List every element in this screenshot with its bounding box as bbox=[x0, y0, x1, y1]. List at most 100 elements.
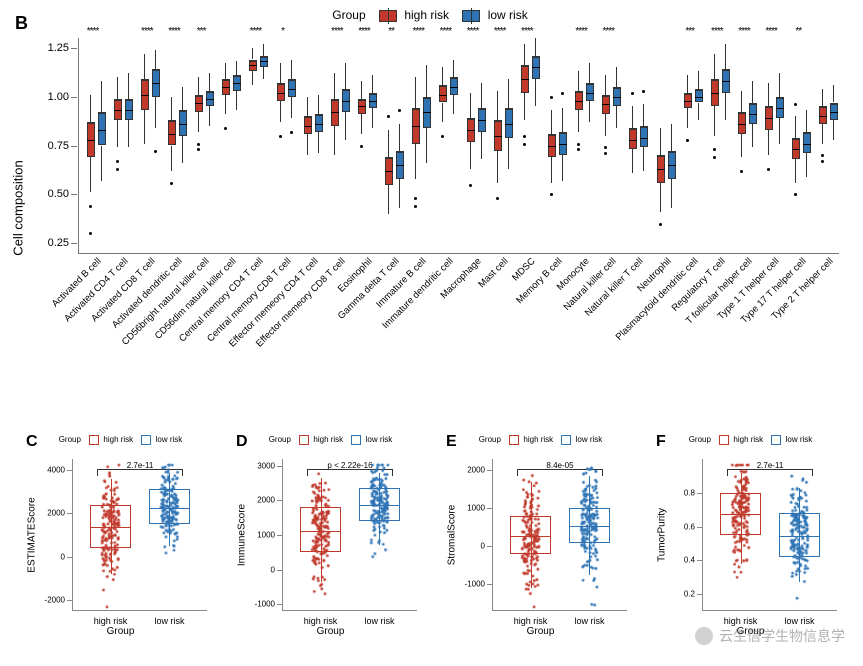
cell-group: ****Activated dendritic cell bbox=[160, 38, 187, 253]
mini-category: high risk bbox=[304, 616, 338, 626]
cell-group: Neutrophil bbox=[649, 38, 676, 253]
significance-label: **** bbox=[358, 26, 370, 37]
mini-category: low risk bbox=[574, 616, 604, 626]
cell-group: ****Effector memeory CD8 T cell bbox=[323, 38, 350, 253]
panel-b-plot: 0.250.500.751.001.25****Activated B cell… bbox=[78, 38, 839, 254]
legend-swatch-high-b bbox=[379, 10, 397, 22]
mini-legend: Group high risk low risk bbox=[238, 435, 423, 445]
mini-ytick: 2000 bbox=[467, 466, 485, 475]
cell-group: ****Type 1 T helper cell bbox=[758, 38, 785, 253]
significance-label: **** bbox=[250, 26, 262, 37]
mini-xlabel: Group bbox=[238, 626, 423, 637]
mini-xlabel: Group bbox=[448, 626, 633, 637]
cell-group: ****MDSC bbox=[513, 38, 540, 253]
cell-group: Natural killer T cell bbox=[622, 38, 649, 253]
mini-ylabel: ESTIMATEScore bbox=[27, 497, 38, 572]
mini-plot: -1000010002000high risklow risk8.4e-05 bbox=[492, 459, 627, 611]
mini-ytick: 1000 bbox=[257, 531, 275, 540]
cell-group: ****Immature dendritic cell bbox=[432, 38, 459, 253]
mini-ytick: 0 bbox=[61, 552, 65, 561]
mini-legend: Group high risk low risk bbox=[28, 435, 213, 445]
cell-group: ****Regulatory T cell bbox=[703, 38, 730, 253]
panel-b-ytick: 0.50 bbox=[48, 188, 69, 200]
significance-label: ** bbox=[795, 26, 801, 37]
significance-label: **** bbox=[168, 26, 180, 37]
cell-group: CD56dim natural killer cell bbox=[215, 38, 242, 253]
panel-b-ytick: 0.25 bbox=[48, 237, 69, 249]
cell-group: ***Plasmacytoid dendritic cell bbox=[676, 38, 703, 253]
mini-ytick: 0.6 bbox=[684, 522, 695, 531]
significance-label: **** bbox=[521, 26, 533, 37]
mini-category: high risk bbox=[94, 616, 128, 626]
mini-ytick: -1000 bbox=[465, 580, 485, 589]
mini-ytick: -2000 bbox=[45, 596, 65, 605]
significance-label: **** bbox=[412, 26, 424, 37]
significance-label: * bbox=[281, 26, 284, 37]
panel-b-legend: Group high risk low risk bbox=[20, 8, 840, 22]
boxplot-box bbox=[450, 77, 458, 95]
cell-group: ****Natural killer cell bbox=[595, 38, 622, 253]
panel-b-ylabel: Cell composition bbox=[11, 160, 26, 255]
cell-group: Activated CD4 T cell bbox=[106, 38, 133, 253]
panel-c: CGroup high risk low riskESTIMATEScore-2… bbox=[28, 435, 213, 635]
cell-group: Effector memeory CD4 T cell bbox=[296, 38, 323, 253]
cell-group: ****Central memory CD4 T cell bbox=[242, 38, 269, 253]
panel-b-ytick: 0.75 bbox=[48, 140, 69, 152]
significance-label: *** bbox=[685, 26, 694, 37]
boxplot-box bbox=[288, 79, 296, 97]
panel-b-ytick: 1.25 bbox=[48, 42, 69, 54]
mini-ylabel: ImmuneScore bbox=[237, 504, 248, 566]
cell-group: ****Mast cell bbox=[486, 38, 513, 253]
panel-d: DGroup high risk low riskImmuneScore-100… bbox=[238, 435, 423, 635]
significance-label: **** bbox=[575, 26, 587, 37]
significance-label: **** bbox=[440, 26, 452, 37]
significance-label: **** bbox=[494, 26, 506, 37]
mini-ytick: 0 bbox=[271, 565, 275, 574]
mini-ytick: 0.8 bbox=[684, 488, 695, 497]
mini-ylabel: StromalScore bbox=[447, 505, 458, 566]
cell-group: **Gamma delta T cell bbox=[378, 38, 405, 253]
cell-group: Memory B cell bbox=[540, 38, 567, 253]
cell-group: ****Macrophage bbox=[459, 38, 486, 253]
panel-b-ytick: 1.00 bbox=[48, 91, 69, 103]
mini-ytick: 3000 bbox=[257, 461, 275, 470]
mini-category: low risk bbox=[784, 616, 814, 626]
mini-category: high risk bbox=[514, 616, 548, 626]
significance-label: **** bbox=[141, 26, 153, 37]
mini-ytick: 2000 bbox=[257, 496, 275, 505]
mini-ytick: 1000 bbox=[467, 504, 485, 513]
panel-b: B Group high risk low risk Cell composit… bbox=[20, 8, 840, 408]
legend-high-b: high risk bbox=[404, 8, 449, 22]
significance-label: **** bbox=[765, 26, 777, 37]
watermark: 云生信学生物信息学 bbox=[695, 626, 845, 646]
mini-category: high risk bbox=[724, 616, 758, 626]
watermark-text: 云生信学生物信息学 bbox=[719, 626, 845, 646]
cell-group: Type 2 T helper cell bbox=[812, 38, 839, 253]
significance-label: ** bbox=[388, 26, 394, 37]
mini-legend: Group high risk low risk bbox=[448, 435, 633, 445]
legend-low-b: low risk bbox=[488, 8, 528, 22]
significance-label: **** bbox=[738, 26, 750, 37]
cell-group: ****Activated CD8 T cell bbox=[133, 38, 160, 253]
mini-ytick: -1000 bbox=[255, 600, 275, 609]
significance-label: **** bbox=[711, 26, 723, 37]
significance-label: **** bbox=[331, 26, 343, 37]
watermark-icon bbox=[695, 627, 713, 645]
mini-ytick: 0 bbox=[481, 542, 485, 551]
mini-plot: -2000020004000high risklow risk2.7e-11 bbox=[72, 459, 207, 611]
cell-group: **Type 17 T helper cell bbox=[785, 38, 812, 253]
cell-group: ****Monocyte bbox=[568, 38, 595, 253]
cell-group: *Central memory CD8 T cell bbox=[269, 38, 296, 253]
cell-group: ***CD56bright natural killer cell bbox=[188, 38, 215, 253]
mini-plot: 0.20.40.60.8high risklow risk2.7e-11 bbox=[702, 459, 837, 611]
cell-group: ****T follicular helper cell bbox=[730, 38, 757, 253]
legend-title-b: Group bbox=[332, 8, 365, 22]
mini-xlabel: Group bbox=[28, 626, 213, 637]
cell-group: ****Activated B cell bbox=[79, 38, 106, 253]
mini-ytick: 0.4 bbox=[684, 556, 695, 565]
mini-category: low risk bbox=[154, 616, 184, 626]
boxplot-box bbox=[315, 114, 323, 132]
significance-label: **** bbox=[87, 26, 99, 37]
cell-group: ****Immature B cell bbox=[405, 38, 432, 253]
mini-legend: Group high risk low risk bbox=[658, 435, 843, 445]
